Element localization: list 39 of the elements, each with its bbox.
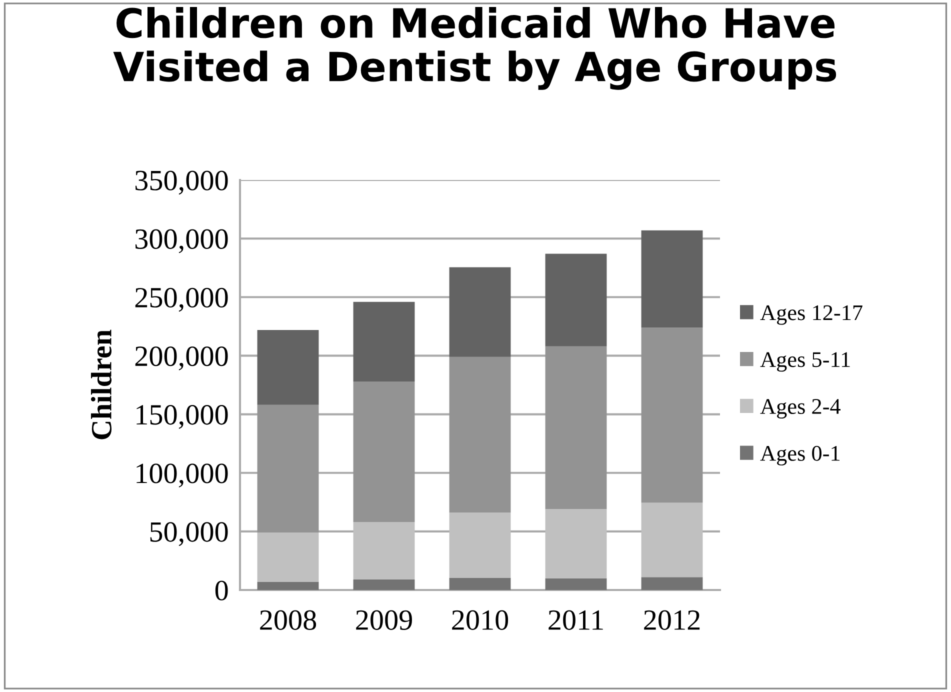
y-tick-label: 100,000 [136, 464, 228, 488]
bar [257, 582, 319, 590]
bar [449, 512, 511, 578]
bar [641, 328, 703, 503]
bar [353, 522, 415, 580]
bar [641, 230, 703, 328]
bar [449, 356, 511, 513]
x-tick-label: 2012 [644, 610, 700, 630]
bar [641, 577, 703, 590]
legend-label: Ages 12-17 [760, 305, 862, 325]
bar [545, 509, 607, 578]
y-tick-label: 150,000 [136, 405, 228, 429]
legend-label: Ages 5-11 [760, 352, 850, 372]
bar [257, 404, 319, 533]
bar [353, 381, 415, 522]
bar [449, 267, 511, 357]
bar [257, 532, 319, 582]
y-tick-label: 250,000 [135, 288, 228, 312]
bar [257, 330, 319, 405]
y-tick-label: 50,000 [150, 522, 228, 546]
y-axis-title: Children [90, 330, 112, 440]
x-tick-label: 2009 [356, 610, 412, 630]
bar [545, 346, 607, 510]
y-tick-label: 350,000 [135, 170, 228, 195]
bar [353, 579, 415, 590]
bar [353, 302, 415, 382]
y-tick-label: 0 [215, 580, 228, 600]
legend-label: Ages 2-4 [760, 399, 840, 419]
x-tick-label: 2011 [548, 610, 603, 630]
bar [545, 254, 607, 346]
x-tick-label: 2008 [260, 610, 316, 630]
y-tick-label: 300,000 [135, 229, 228, 254]
y-tick-label: 200,000 [135, 346, 228, 370]
bar [641, 502, 703, 578]
bar [449, 578, 511, 590]
x-tick-label: 2010 [452, 610, 508, 630]
legend-label: Ages 0-1 [760, 446, 840, 466]
bar [545, 578, 607, 590]
chart-title: Children on Medicaid Who Have Visited a Dentist by Age Groups [113, 7, 836, 90]
